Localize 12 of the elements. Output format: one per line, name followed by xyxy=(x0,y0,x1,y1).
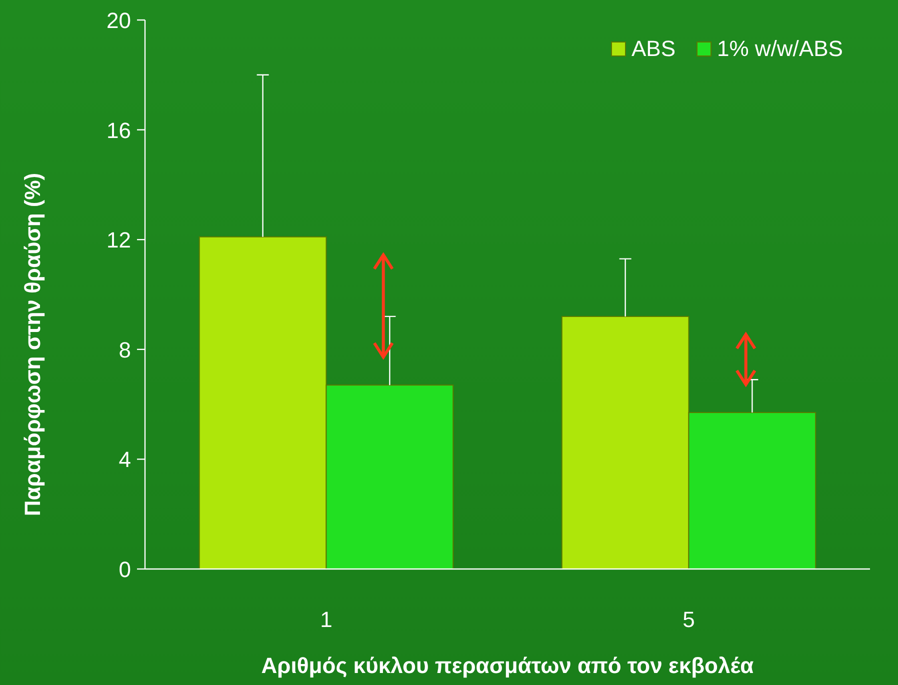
y-tick-label: 16 xyxy=(106,118,131,143)
x-tick-label: 1 xyxy=(320,607,332,632)
legend-label: 1% w/w/ABS xyxy=(717,36,843,61)
x-tick-label: 5 xyxy=(682,607,695,632)
y-tick-label: 8 xyxy=(118,337,131,362)
y-tick-label: 20 xyxy=(106,8,131,33)
y-axis-title: Παραμόρφωση στην θραύση (%) xyxy=(20,172,45,516)
legend-label: ABS xyxy=(632,36,676,61)
x-axis-title: Αριθμός κύκλου περασμάτων από τον εκβολέα xyxy=(261,653,754,678)
y-tick-label: 4 xyxy=(118,447,131,472)
y-tick-label: 0 xyxy=(118,557,131,582)
y-tick-label: 12 xyxy=(106,228,131,253)
